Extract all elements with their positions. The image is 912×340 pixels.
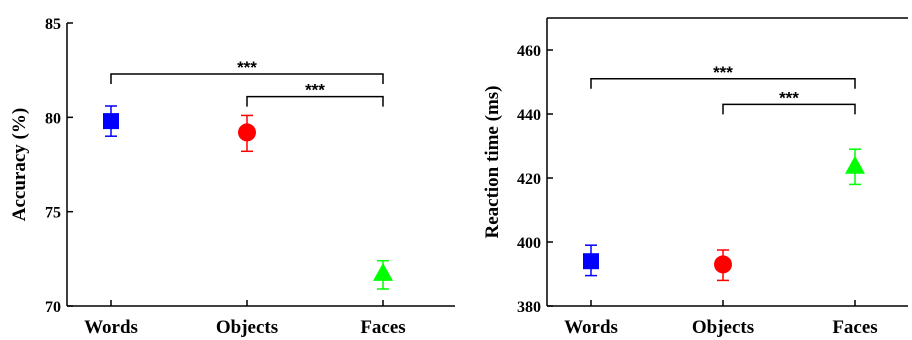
data-point-triangle <box>373 262 393 281</box>
data-point-circle <box>238 123 256 142</box>
significance-label: *** <box>713 63 733 82</box>
significance-label: *** <box>305 81 325 100</box>
y-tick-label: 80 <box>45 110 61 127</box>
x-category-label: Words <box>564 317 618 338</box>
significance-bracket <box>590 78 856 89</box>
significance-bracket <box>110 73 384 84</box>
y-tick-label: 460 <box>517 43 541 60</box>
accuracy-chart: 70 75 80 85 Words Objects Faces Accuracy (%) ***… <box>9 16 455 338</box>
significance-label: *** <box>237 58 257 77</box>
y-tick-label: 420 <box>517 171 541 188</box>
data-point-triangle <box>845 155 865 174</box>
data-point-circle <box>714 255 732 274</box>
significance-bracket <box>722 103 856 115</box>
y-tick-label: 440 <box>517 107 541 124</box>
data-point-square <box>103 113 119 130</box>
x-category-label: Faces <box>832 317 877 338</box>
reaction-time-chart: 380 400 420 440 460 Words Objects Faces Reaction… <box>482 17 908 338</box>
significance-bracket <box>246 95 384 107</box>
x-category-label: Faces <box>360 317 405 338</box>
x-category-label: Objects <box>692 317 754 338</box>
data-point-square <box>583 253 599 270</box>
y-tick-label: 380 <box>517 299 541 316</box>
y-tick-label: 400 <box>517 235 541 252</box>
x-category-label: Words <box>84 317 138 338</box>
y-tick-label: 75 <box>45 205 61 222</box>
y-axis-title: Accuracy (%) <box>9 108 30 221</box>
y-tick-label: 85 <box>45 16 61 33</box>
significance-label: *** <box>779 88 799 107</box>
x-category-label: Objects <box>216 317 278 338</box>
y-tick-label: 70 <box>45 299 61 316</box>
y-axis-title: Reaction time (ms) <box>482 85 503 238</box>
